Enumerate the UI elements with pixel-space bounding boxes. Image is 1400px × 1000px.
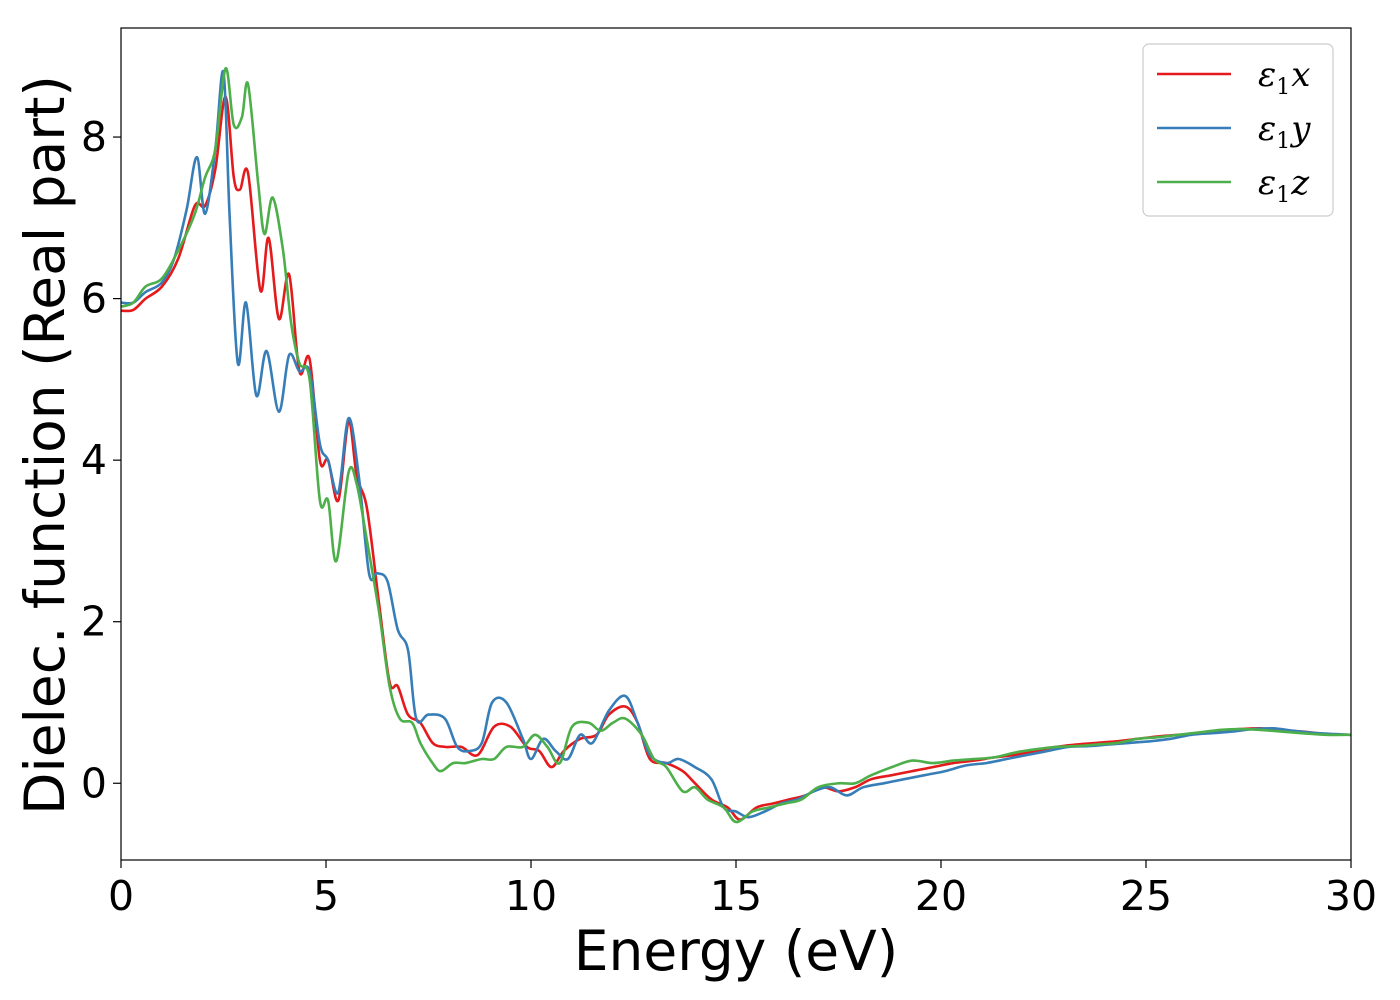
series-layer <box>120 67 1352 824</box>
y-tick-label: 4 <box>81 436 107 484</box>
x-tick-label: 5 <box>313 872 339 920</box>
y-axis-label: Dielec. function (Real part) <box>13 75 77 815</box>
legend: ε1x ε1y ε1z <box>1142 43 1334 217</box>
legend-label-y: ε1y <box>1258 109 1311 154</box>
x-tick-label: 0 <box>108 872 134 920</box>
series-line-y <box>120 69 1352 819</box>
x-tick-label: 15 <box>710 872 762 920</box>
y-axis: 0 2 4 6 8 <box>81 113 121 807</box>
series-line-z <box>120 67 1352 824</box>
x-tick-label: 30 <box>1325 872 1377 920</box>
x-tick-label: 20 <box>915 872 967 920</box>
legend-box <box>1142 43 1334 217</box>
y-tick-label: 2 <box>81 598 107 646</box>
legend-label-x: ε1x <box>1258 55 1310 100</box>
y-tick-label: 8 <box>81 113 107 161</box>
legend-label-z: ε1z <box>1258 163 1310 208</box>
y-tick-label: 6 <box>81 275 107 323</box>
x-axis-label: Energy (eV) <box>574 919 898 983</box>
x-tick-label: 25 <box>1120 872 1172 920</box>
y-tick-label: 0 <box>81 759 107 807</box>
x-axis: 0 5 10 15 20 25 30 <box>108 860 1377 920</box>
x-tick-label: 10 <box>505 872 557 920</box>
